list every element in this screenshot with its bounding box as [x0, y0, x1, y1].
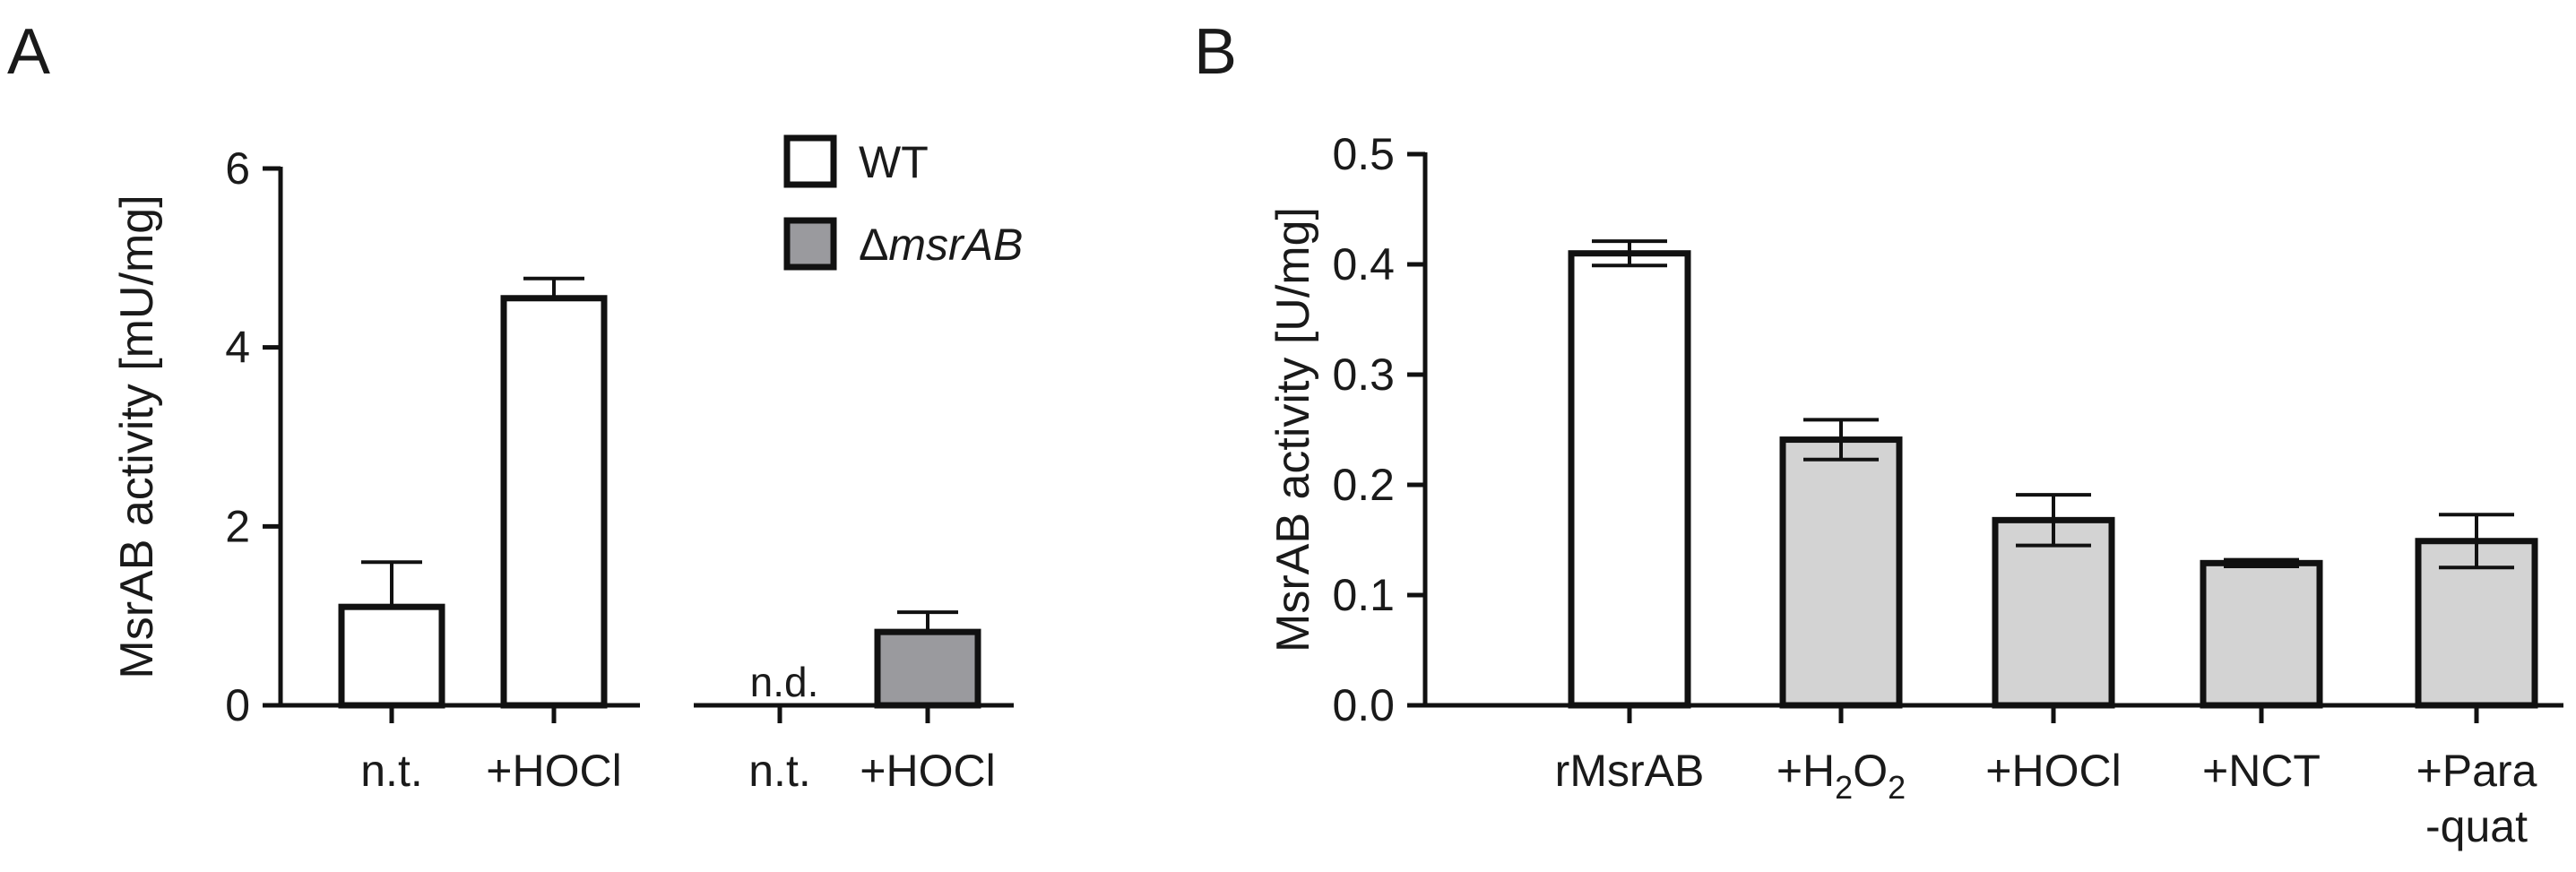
panel-b-y-tick-label-1: 0.1: [1332, 570, 1395, 620]
panel-a-msrab-hocl-bar: [874, 628, 981, 709]
panel-a-x-tick-label-1-1: +HOCl: [860, 746, 995, 796]
legend-swatch-msrab: [783, 217, 837, 271]
panel-b-para-quat-x-tick-label-0: +Para: [2416, 746, 2537, 796]
legend-swatch-wt: [783, 134, 837, 188]
panel-a-letter: A: [7, 16, 50, 88]
panel-b-h2o2-label-part-1: 2: [1835, 769, 1853, 806]
panel-b-nct-x-tick-label-0: +NCT: [2202, 746, 2321, 796]
legend-label-wt: WT: [859, 137, 929, 187]
panel-a-wt-hocl-bar: [500, 295, 608, 709]
panel-a-msrab-n-t-annotation: n.d.: [750, 659, 819, 705]
panel-a-y-tick-label-3: 6: [225, 143, 250, 194]
panel-b-y-tick-label-5: 0.5: [1332, 129, 1395, 179]
panel-a-x-tick-label-0-1: +HOCl: [486, 746, 621, 796]
panel-b-y-tick-label-4: 0.4: [1332, 239, 1395, 289]
panel-b-h2o2-label-part-3: 2: [1888, 769, 1906, 806]
panel-b-hocl-bar: [1992, 516, 2115, 709]
panel-b-h2o2-x-tick-label: +H2O2: [1776, 746, 1906, 806]
panel-b-h2o2-bar: [1779, 436, 1903, 709]
panel-b-y-tick-label-0: 0.0: [1332, 680, 1395, 730]
panel-a-y-axis-title: MsrAB activity [mU/mg]: [111, 194, 163, 678]
panel-b-h2o2-label-part-2: O: [1853, 746, 1888, 796]
panel-b-rmsrab-x-tick-label-0: rMsrAB: [1555, 746, 1705, 796]
legend-label-msrab-delta: Δ: [859, 220, 888, 270]
panel-a-y-tick-label-2: 4: [225, 323, 250, 373]
panel-b-rmsrab-bar: [1568, 250, 1691, 709]
panel-b-y-axis-title: MsrAB activity [U/mg]: [1267, 207, 1319, 652]
panel-b-h2o2-label-part-0: +H: [1776, 746, 1835, 796]
panel-b-nct-bar: [2200, 559, 2323, 709]
panel-b-letter: B: [1194, 16, 1237, 88]
panel-a-chart: MsrAB activity [mU/mg] 0 2 4 6 n.t. +HOCl n.t.…: [111, 134, 1023, 796]
legend-label-msrab: ΔmsrAB: [859, 220, 1023, 270]
legend-label-msrab-gene: msrAB: [888, 220, 1023, 270]
panel-b-bars: [1568, 239, 2538, 709]
panel-b-chart: MsrAB activity [U/mg] 0.0 0.1 0.2 0.3 0.4 0.5…: [1267, 129, 2563, 851]
panel-a-y-tick-label-0: 0: [225, 680, 250, 730]
panel-b-para-quat-x-tick-label-1: -quat: [2425, 801, 2528, 851]
panel-a-bars: n.d.: [338, 276, 981, 709]
panel-a-legend: WT ΔmsrAB: [783, 134, 1023, 271]
panel-a-x-tick-label-0-0: n.t.: [360, 746, 422, 796]
panel-a-x-tick-label-1-0: n.t.: [748, 746, 810, 796]
panel-b-hocl-x-tick-label-0: +HOCl: [1985, 746, 2121, 796]
panel-b-y-tick-label-3: 0.3: [1332, 350, 1395, 400]
panel-a-axes: 0 2 4 6 n.t. +HOCl n.t. +HOCl: [225, 143, 1014, 796]
panel-a-wt-n-t-bar: [338, 603, 445, 709]
panel-a-y-tick-label-1: 2: [225, 501, 250, 551]
panel-b-y-tick-label-2: 0.2: [1332, 460, 1395, 510]
